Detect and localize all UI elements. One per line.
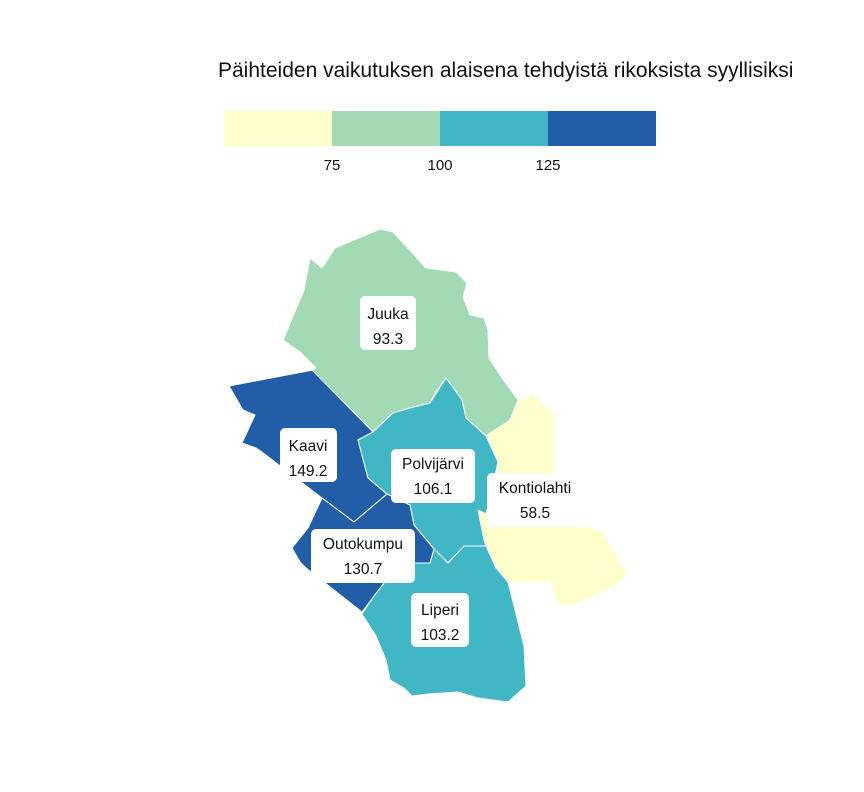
- legend-bin-2: [332, 111, 440, 146]
- label-kontiolahti: Kontiolahti 58.5: [487, 473, 584, 527]
- legend-bin-1: [224, 111, 332, 146]
- region-value: 149.2: [289, 463, 328, 480]
- region-value: 103.2: [421, 627, 460, 644]
- label-liperi: Liperi 103.2: [411, 593, 469, 647]
- map-title: Päihteiden vaikutuksen alaisena tehdyist…: [218, 59, 793, 82]
- region-name: Kontiolahti: [499, 480, 571, 497]
- region-value: 58.5: [520, 505, 550, 522]
- label-juuka: Juuka 93.3: [360, 296, 416, 350]
- legend-break-label: 125: [535, 157, 560, 174]
- region-name: Polvijärvi: [402, 456, 464, 473]
- legend-break-label: 100: [427, 157, 452, 174]
- legend-bin-3: [440, 111, 548, 146]
- region-name: Outokumpu: [323, 536, 403, 553]
- map-regions: [228, 228, 629, 703]
- label-polvijarvi: Polvijärvi 106.1: [391, 449, 475, 503]
- region-value: 130.7: [344, 561, 383, 578]
- region-value: 106.1: [414, 481, 453, 498]
- region-value: 93.3: [373, 331, 403, 348]
- region-name: Kaavi: [289, 438, 328, 455]
- legend-bin-4: [548, 111, 656, 146]
- label-outokumpu: Outokumpu 130.7: [311, 529, 415, 583]
- region-name: Juuka: [367, 306, 409, 323]
- legend: 75 100 125: [224, 111, 656, 174]
- label-kaavi: Kaavi 149.2: [280, 428, 337, 482]
- region-name: Liperi: [421, 602, 459, 619]
- region-labels: Juuka 93.3 Kaavi 149.2 Polvijärvi 106.1 …: [280, 296, 584, 647]
- legend-break-label: 75: [324, 157, 341, 174]
